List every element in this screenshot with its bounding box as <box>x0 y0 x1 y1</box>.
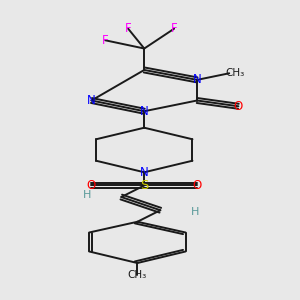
Text: O: O <box>192 179 202 192</box>
Text: N: N <box>87 94 96 107</box>
Text: CH₃: CH₃ <box>128 270 147 280</box>
Text: F: F <box>102 34 109 47</box>
Text: S: S <box>140 179 148 192</box>
Text: O: O <box>87 179 96 192</box>
Text: H: H <box>83 190 91 200</box>
Text: H: H <box>190 207 199 217</box>
Text: F: F <box>125 22 131 35</box>
Text: O: O <box>234 100 243 113</box>
Text: N: N <box>140 105 148 118</box>
Text: CH₃: CH₃ <box>226 68 245 78</box>
Text: N: N <box>140 166 148 179</box>
Text: N: N <box>193 74 201 86</box>
Text: F: F <box>171 22 177 35</box>
